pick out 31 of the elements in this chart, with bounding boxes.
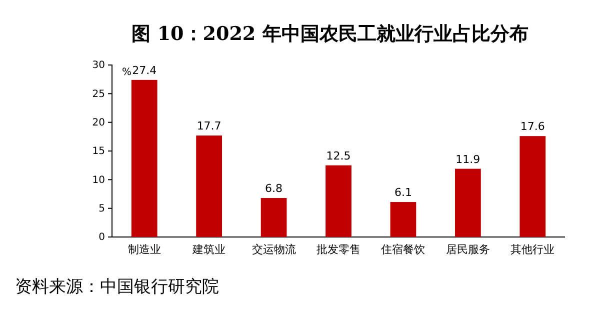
- bar: [131, 80, 158, 237]
- chart-title: 图 10：2022 年中国农民工就业行业占比分布: [132, 23, 528, 45]
- y-tick-label: 15: [92, 146, 105, 158]
- y-tick-label: 20: [92, 118, 105, 129]
- y-tick-label: 5: [98, 204, 105, 215]
- data-label: 27.4: [132, 64, 157, 77]
- y-tick-label: 25: [92, 88, 105, 100]
- bar: [520, 136, 546, 237]
- x-tick-label: 制造业: [128, 242, 161, 256]
- bar: [326, 165, 352, 237]
- data-label: 17.6: [520, 120, 545, 134]
- y-tick-label: 30: [92, 60, 105, 72]
- text: 资料来源：中国银行研究院: [15, 277, 219, 297]
- data-label: 12.5: [326, 149, 351, 162]
- x-tick-label: 批发零售: [316, 242, 360, 256]
- x-tick-label: 居民服务: [446, 242, 490, 256]
- data-label: 11.9: [456, 152, 480, 166]
- bar: [454, 168, 481, 237]
- data-label: 6.1: [394, 186, 412, 200]
- x-tick-label: 交运物流: [252, 242, 296, 256]
- data-label: 17.7: [196, 120, 222, 133]
- y-axis-title: %: [122, 67, 132, 78]
- x-tick-label: 住宿餐饮: [381, 242, 426, 256]
- x-tick-label: 其他行业: [510, 242, 555, 256]
- bar: [196, 136, 222, 237]
- x-tick-label: 建筑业: [192, 242, 226, 256]
- y-tick-label: 0: [98, 232, 105, 244]
- y-tick-label: 10: [92, 174, 105, 186]
- bar: [260, 198, 287, 237]
- data-label: 6.8: [265, 182, 283, 196]
- bar: [390, 202, 416, 237]
